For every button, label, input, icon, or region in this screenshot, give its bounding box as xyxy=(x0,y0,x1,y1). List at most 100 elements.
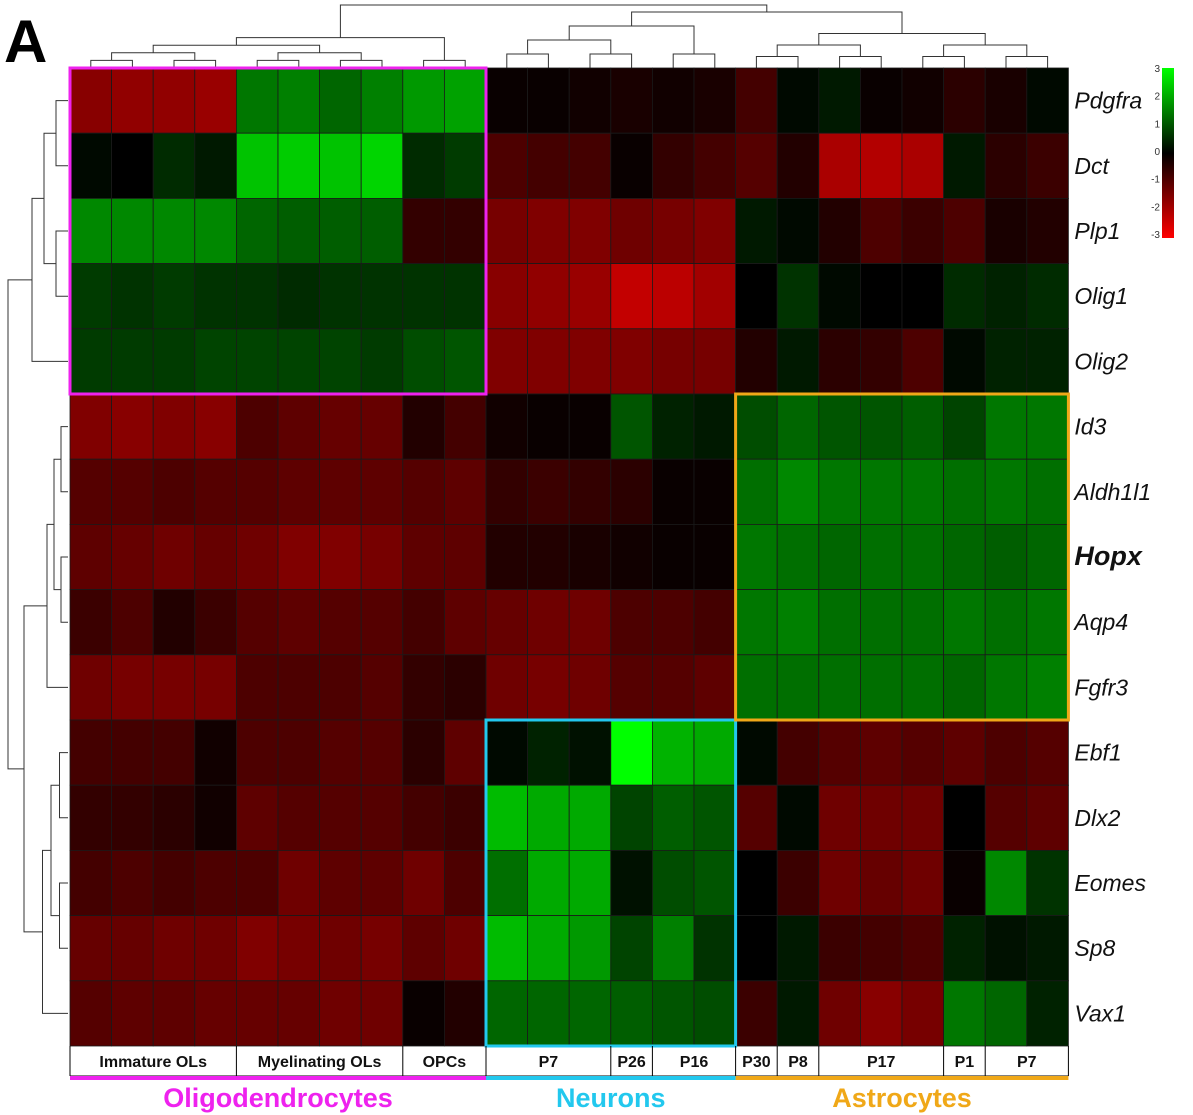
heatmap-cell xyxy=(319,197,362,264)
heatmap-cell xyxy=(860,719,903,786)
heatmap-cell xyxy=(943,393,986,460)
heatmap-cell xyxy=(693,67,736,134)
heatmap-cell xyxy=(69,197,112,264)
heatmap-cell xyxy=(693,589,736,656)
heatmap-cell xyxy=(943,524,986,591)
heatmap-cell xyxy=(485,458,528,525)
heatmap-cell xyxy=(111,393,154,460)
heatmap-cell xyxy=(568,132,612,199)
heatmap-cell xyxy=(277,132,320,199)
heatmap-cell xyxy=(402,197,445,264)
heatmap-cell xyxy=(402,328,445,395)
heatmap-cell xyxy=(443,719,487,786)
heatmap-cell xyxy=(984,784,1028,851)
heatmap-cell xyxy=(860,458,903,525)
heatmap-cell xyxy=(277,654,320,721)
heatmap-cell xyxy=(69,458,112,525)
heatmap-cell xyxy=(652,850,695,917)
heatmap-cell xyxy=(860,393,903,460)
heatmap-cell xyxy=(402,393,445,460)
heatmap-cell xyxy=(776,132,820,199)
heatmap-cell xyxy=(610,263,653,330)
heatmap-cell xyxy=(652,263,695,330)
heatmap-cell xyxy=(901,850,944,917)
heatmap-cell xyxy=(527,67,570,134)
heatmap-cell xyxy=(235,850,279,917)
heatmap-cell xyxy=(776,524,820,591)
color-scale: 3 2 1 0 -1 -2 -3 xyxy=(1151,64,1174,241)
gene-label: Olig1 xyxy=(1074,283,1128,309)
heatmap-cell xyxy=(319,132,362,199)
heatmap-cell xyxy=(943,654,986,721)
heatmap-cell xyxy=(776,393,820,460)
heatmap-cell xyxy=(443,524,487,591)
heatmap-cell xyxy=(443,589,487,656)
heatmap-cell xyxy=(943,458,986,525)
heatmap-cell xyxy=(360,654,404,721)
cluster-box xyxy=(68,66,488,396)
group-labels: Oligodendrocytes Neurons Astrocytes xyxy=(70,1076,1069,1113)
heatmap-cell xyxy=(194,654,237,721)
heatmap-cell xyxy=(610,458,653,525)
heatmap-cell xyxy=(277,915,320,982)
heatmap-cell xyxy=(776,850,820,917)
heatmap-cell xyxy=(485,784,528,851)
heatmap-cell xyxy=(901,915,944,982)
heatmap-cell xyxy=(485,328,528,395)
heatmap-cell xyxy=(527,784,570,851)
heatmap-cell xyxy=(111,524,154,591)
heatmap-cell xyxy=(860,589,903,656)
heatmap-cell xyxy=(402,524,445,591)
heatmap-cell xyxy=(776,915,820,982)
heatmap-cell xyxy=(1026,197,1069,264)
heatmap-cell xyxy=(984,263,1028,330)
heatmap-cell xyxy=(818,393,861,460)
heatmap-cell xyxy=(69,263,112,330)
heatmap-cell xyxy=(69,589,112,656)
heatmap-cell xyxy=(152,132,196,199)
heatmap-cell xyxy=(235,784,279,851)
heatmap-cell xyxy=(735,263,778,330)
heatmap-cell xyxy=(652,654,695,721)
heatmap-cell xyxy=(735,67,778,134)
heatmap-cell xyxy=(860,328,903,395)
heatmap-cell xyxy=(818,850,861,917)
heatmap-cell xyxy=(194,328,237,395)
heatmap-cell xyxy=(818,328,861,395)
heatmap-cell xyxy=(235,915,279,982)
heatmap-cell xyxy=(943,132,986,199)
heatmap-cell xyxy=(901,654,944,721)
heatmap-cell xyxy=(776,67,820,134)
heatmap-cell xyxy=(319,524,362,591)
heatmap-cell xyxy=(277,784,320,851)
heatmap-cell xyxy=(984,719,1028,786)
heatmap-cell xyxy=(194,784,237,851)
heatmap-cell xyxy=(901,980,944,1047)
heatmap-cell xyxy=(735,784,778,851)
heatmap-cell xyxy=(277,263,320,330)
heatmap-cell xyxy=(568,589,612,656)
heatmap-cell xyxy=(735,915,778,982)
heatmap-cell xyxy=(69,67,112,134)
heatmap-cell xyxy=(69,524,112,591)
heatmap-cell xyxy=(277,719,320,786)
heatmap-cell xyxy=(568,263,612,330)
heatmap-cell xyxy=(277,197,320,264)
heatmap-cell xyxy=(735,132,778,199)
heatmap-cell xyxy=(152,654,196,721)
heatmap-cell xyxy=(277,67,320,134)
heatmap-cell xyxy=(693,980,736,1047)
heatmap-cell xyxy=(111,850,154,917)
heatmap-cell xyxy=(1026,850,1069,917)
heatmap-cell xyxy=(235,719,279,786)
heatmap-cell xyxy=(111,328,154,395)
heatmap-cell xyxy=(735,458,778,525)
heatmap-cell xyxy=(568,197,612,264)
heatmap-cell xyxy=(1026,784,1069,851)
heatmap-cell xyxy=(568,980,612,1047)
heatmap-cell xyxy=(111,458,154,525)
heatmap-cell xyxy=(652,328,695,395)
heatmap-cell xyxy=(776,654,820,721)
heatmap-cell xyxy=(943,328,986,395)
